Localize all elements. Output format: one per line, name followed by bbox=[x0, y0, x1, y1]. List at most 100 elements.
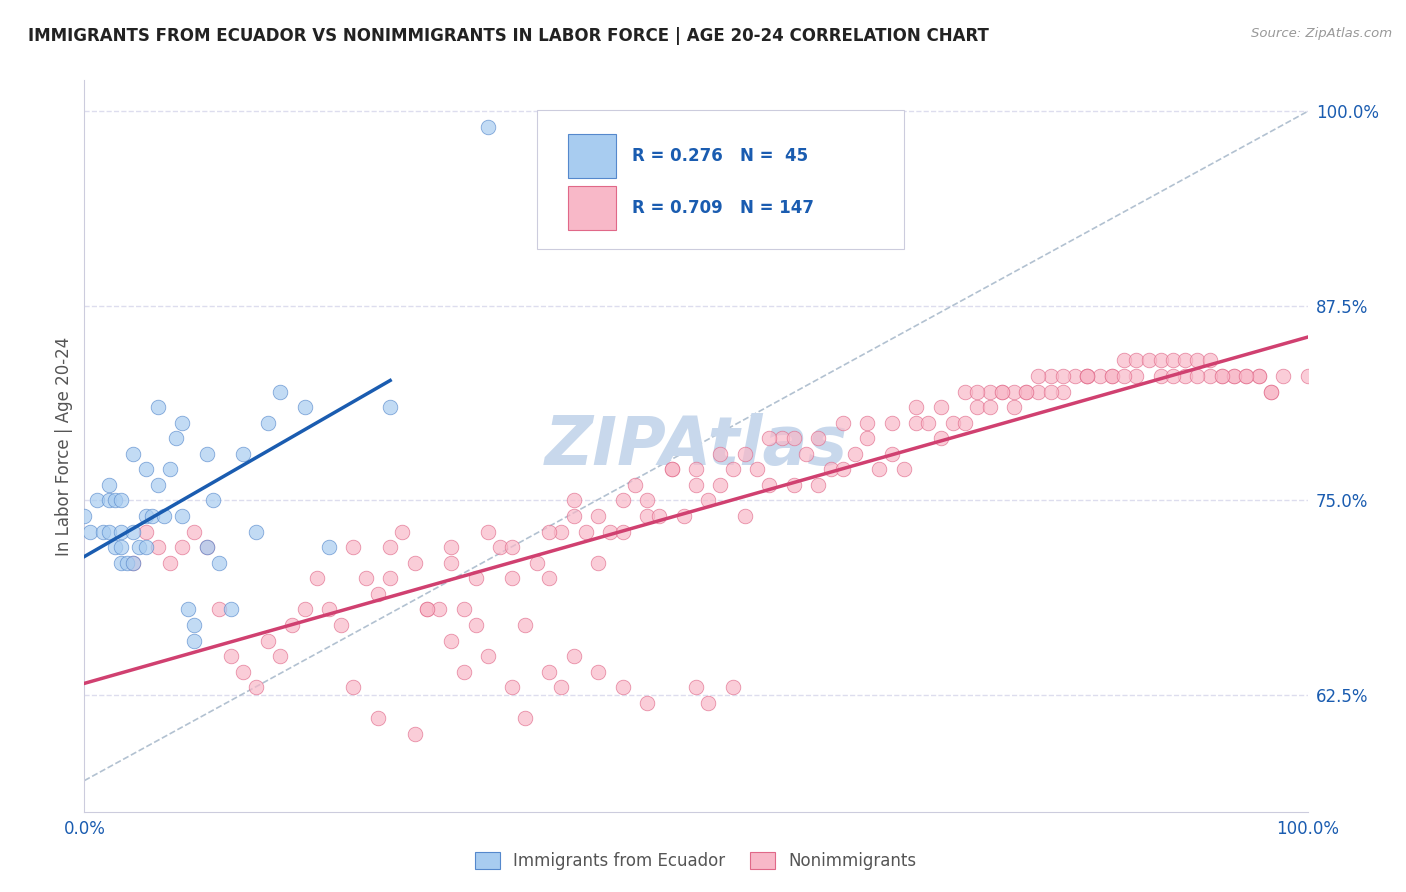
Point bbox=[929, 431, 952, 445]
Point bbox=[122, 447, 145, 461]
Point bbox=[501, 540, 523, 554]
Point bbox=[146, 400, 169, 414]
Point bbox=[440, 556, 463, 570]
Point bbox=[404, 727, 426, 741]
Point bbox=[1187, 368, 1209, 383]
Point bbox=[201, 493, 224, 508]
Point bbox=[734, 509, 756, 524]
Point bbox=[758, 431, 780, 445]
Point bbox=[1114, 353, 1136, 368]
Point bbox=[685, 680, 707, 694]
Point bbox=[183, 633, 205, 648]
Point bbox=[219, 602, 242, 616]
Point bbox=[281, 618, 304, 632]
Point bbox=[1088, 368, 1111, 383]
Point bbox=[269, 649, 291, 664]
Point bbox=[110, 556, 132, 570]
Point bbox=[146, 478, 169, 492]
Point bbox=[257, 633, 280, 648]
Point bbox=[208, 602, 231, 616]
Point bbox=[1076, 368, 1098, 383]
FancyBboxPatch shape bbox=[568, 186, 616, 230]
Point bbox=[257, 416, 280, 430]
Point bbox=[1187, 353, 1209, 368]
Point bbox=[880, 447, 903, 461]
Point bbox=[734, 447, 756, 461]
Y-axis label: In Labor Force | Age 20-24: In Labor Force | Age 20-24 bbox=[55, 336, 73, 556]
Point bbox=[73, 509, 96, 524]
Point bbox=[929, 400, 952, 414]
Point bbox=[661, 462, 683, 476]
Point bbox=[477, 649, 499, 664]
Point bbox=[648, 509, 671, 524]
Point bbox=[1137, 353, 1160, 368]
Point bbox=[672, 509, 695, 524]
Point bbox=[104, 540, 127, 554]
Point bbox=[165, 431, 187, 445]
Point bbox=[1039, 368, 1062, 383]
Point bbox=[869, 462, 891, 476]
Point bbox=[128, 540, 150, 554]
Point bbox=[159, 462, 181, 476]
Point bbox=[318, 540, 340, 554]
Point bbox=[586, 509, 609, 524]
Point bbox=[942, 416, 965, 430]
Point bbox=[1234, 368, 1257, 383]
Point bbox=[1272, 368, 1295, 383]
Point bbox=[538, 665, 561, 679]
Point bbox=[141, 509, 163, 524]
Point bbox=[1076, 368, 1098, 383]
Point bbox=[1101, 368, 1123, 383]
Point bbox=[122, 524, 145, 539]
Point bbox=[538, 524, 561, 539]
Point bbox=[820, 462, 842, 476]
Point bbox=[122, 556, 145, 570]
Point bbox=[183, 618, 205, 632]
Point bbox=[232, 665, 254, 679]
Point bbox=[612, 524, 634, 539]
Point bbox=[1198, 353, 1220, 368]
Point bbox=[905, 400, 928, 414]
Point bbox=[562, 493, 585, 508]
Point bbox=[1028, 368, 1050, 383]
Point bbox=[575, 524, 598, 539]
Point bbox=[501, 680, 523, 694]
Point bbox=[783, 478, 806, 492]
Point bbox=[318, 602, 340, 616]
Point bbox=[183, 524, 205, 539]
Point bbox=[97, 493, 120, 508]
Point bbox=[195, 540, 218, 554]
Point bbox=[979, 400, 1001, 414]
Point bbox=[685, 478, 707, 492]
Point bbox=[1002, 400, 1025, 414]
Point bbox=[380, 540, 402, 554]
Point bbox=[269, 384, 291, 399]
Point bbox=[526, 556, 548, 570]
Point bbox=[636, 493, 658, 508]
Point bbox=[135, 524, 157, 539]
Point bbox=[440, 540, 463, 554]
Point bbox=[305, 571, 328, 585]
Point bbox=[1198, 368, 1220, 383]
Text: R = 0.709   N = 147: R = 0.709 N = 147 bbox=[633, 199, 814, 218]
Point bbox=[1174, 368, 1197, 383]
Point bbox=[1064, 368, 1087, 383]
Point bbox=[747, 462, 769, 476]
Point bbox=[990, 384, 1012, 399]
Point bbox=[440, 633, 463, 648]
Point bbox=[1247, 368, 1270, 383]
Point bbox=[1211, 368, 1233, 383]
Point bbox=[195, 447, 218, 461]
Point bbox=[538, 571, 561, 585]
Point bbox=[477, 524, 499, 539]
Point bbox=[172, 509, 194, 524]
Point bbox=[721, 680, 744, 694]
Point bbox=[172, 416, 194, 430]
Point bbox=[562, 509, 585, 524]
Point bbox=[624, 478, 647, 492]
Point bbox=[464, 571, 486, 585]
Point bbox=[97, 524, 120, 539]
Point bbox=[195, 540, 218, 554]
Point bbox=[770, 431, 793, 445]
Point bbox=[685, 462, 707, 476]
